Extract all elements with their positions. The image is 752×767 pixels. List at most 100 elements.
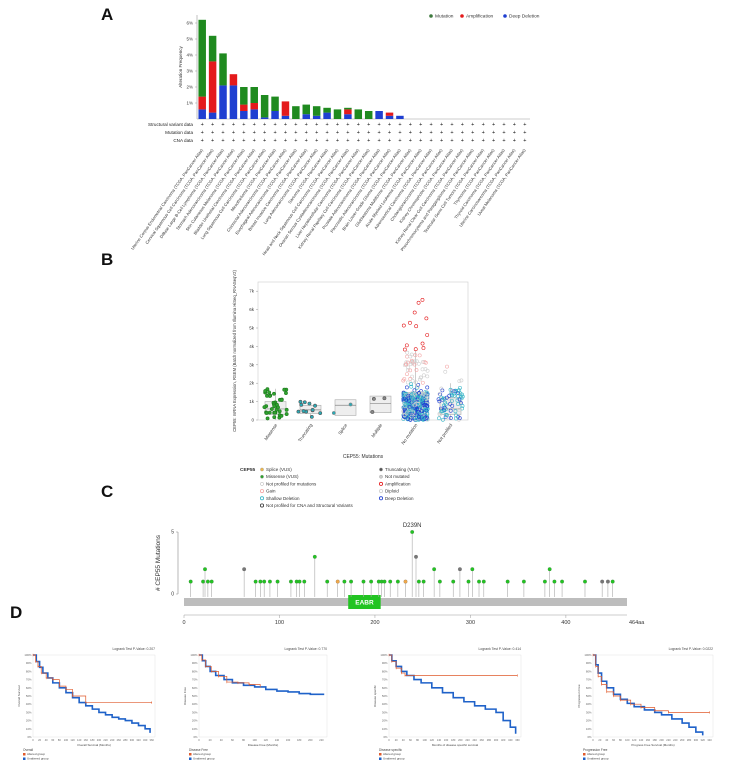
data-point: [459, 378, 464, 383]
plot-name: Disease Free: [189, 748, 208, 752]
legend-label: Unaltered group: [587, 757, 609, 761]
y-tick-label: 10%: [382, 727, 388, 731]
data-point: [409, 414, 414, 419]
panel-label-b: B: [101, 250, 114, 269]
data-point: [301, 409, 306, 413]
data-row-marker: +: [409, 138, 412, 144]
data-row-marker: +: [315, 122, 318, 128]
data-point: [458, 394, 463, 399]
data-point: [272, 410, 277, 415]
panel-label-d: D: [10, 603, 23, 622]
data-row-marker: +: [502, 138, 505, 144]
data-point: [424, 390, 429, 395]
y-tick-label: 4k: [249, 344, 255, 349]
x-tick-label: 260: [480, 738, 485, 742]
data-row-marker: +: [378, 138, 381, 144]
data-row-marker: +: [242, 130, 245, 136]
bar-segment: [229, 74, 238, 86]
x-tick-label: 120: [70, 738, 75, 742]
protein-backbone: [184, 598, 627, 606]
plot-title: Logrank Test P-Value: 0.770: [285, 647, 328, 651]
lollipop-head: [505, 579, 510, 584]
data-row-marker: +: [482, 122, 485, 128]
data-point: [437, 399, 442, 404]
x-tick-label: 200: [659, 738, 664, 742]
data-row-marker: +: [211, 122, 214, 128]
x-tick-label: 160: [444, 738, 449, 742]
data-row-marker: +: [430, 130, 433, 136]
x-tick-label: 80: [58, 738, 61, 742]
lollipop-head: [342, 579, 347, 584]
data-point: [460, 404, 465, 408]
data-point: [414, 418, 419, 422]
plot-title: Logrank Test P-Value: 0.414: [479, 647, 522, 651]
y-tick-label: 7k: [249, 289, 255, 294]
bar-segment: [198, 96, 206, 110]
lollipop-head: [361, 579, 366, 584]
y-tick-label: 40%: [192, 702, 198, 706]
lollipop-head: [297, 579, 302, 584]
x-tick-label: 340: [707, 738, 712, 742]
lollipop-head: [421, 579, 426, 584]
y-tick-label: 5%: [186, 37, 193, 42]
lollipop-head: [302, 579, 307, 584]
data-point: [267, 390, 271, 395]
data-point: [416, 401, 420, 406]
lollipop-head: [369, 579, 374, 584]
legend-marker: [379, 757, 382, 760]
data-row-marker: +: [201, 138, 204, 144]
legend-label: Altered group: [587, 752, 605, 756]
y-tick-label: 80%: [192, 669, 198, 673]
data-point: [424, 415, 429, 420]
data-row-marker: +: [461, 130, 464, 136]
bar-segment: [312, 115, 321, 119]
x-tick-label: 180: [653, 738, 658, 742]
plot-title: Logrank Test P-Value: 0.0222: [669, 647, 713, 651]
lollipop-head: [410, 530, 415, 534]
data-row-marker: +: [440, 122, 443, 128]
data-row-marker: +: [461, 138, 464, 144]
lollipop-head: [209, 579, 214, 584]
x-tick-label: 160: [84, 738, 89, 742]
x-tick-label: 200: [97, 738, 102, 742]
bar-segment: [198, 109, 206, 119]
data-row-marker: +: [346, 130, 349, 136]
data-point: [456, 402, 460, 406]
protein-length-label: 464aa: [629, 620, 645, 626]
legend-label: Not profiled for mutations: [266, 481, 317, 486]
x-tick-label: 160: [646, 738, 651, 742]
legend-label: Mutation: [435, 14, 454, 20]
altered-curve: [593, 654, 710, 713]
data-row-marker: +: [325, 138, 328, 144]
legend-marker: [260, 474, 264, 479]
lollipop-head: [242, 567, 247, 572]
data-row-marker: +: [201, 122, 204, 128]
data-row-marker: +: [305, 130, 308, 136]
data-point: [458, 385, 462, 390]
data-point: [309, 414, 314, 419]
plot-frame: [198, 654, 328, 738]
data-point: [410, 408, 415, 413]
x-tick-label: 220: [465, 738, 470, 742]
legend-label: Not profiled for CNA and Structural Vari…: [266, 503, 353, 508]
data-point: [296, 409, 301, 414]
data-point: [412, 403, 417, 408]
y-axis-label: CEP55: mRNA Expression, RSEM (Batch norm…: [232, 270, 237, 432]
y-tick-label: 50%: [382, 694, 388, 698]
data-row-marker: +: [378, 122, 381, 128]
bar-segment: [302, 104, 311, 115]
data-row-marker: +: [221, 122, 224, 128]
data-point: [348, 402, 353, 407]
y-tick-label: 0%: [27, 735, 32, 739]
legend-marker: [379, 467, 383, 472]
data-point: [418, 404, 423, 408]
data-row-marker: +: [273, 138, 276, 144]
data-row-marker: +: [388, 122, 391, 128]
bar-segment: [292, 106, 300, 119]
legend-label: Amplification: [466, 14, 494, 20]
x-tick-label: 60: [612, 738, 615, 742]
x-tick-label: 120: [264, 738, 269, 742]
data-point: [439, 409, 444, 414]
data-row-marker: +: [253, 130, 256, 136]
data-point: [419, 409, 424, 413]
